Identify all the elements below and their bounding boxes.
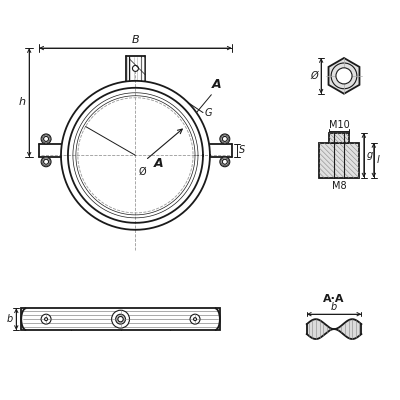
Circle shape [112, 310, 130, 328]
Text: A: A [212, 78, 221, 91]
Text: M8: M8 [332, 181, 346, 191]
Text: b: b [331, 302, 337, 312]
Bar [329, 133, 349, 143]
Circle shape [44, 159, 48, 164]
Polygon shape [328, 58, 360, 94]
Text: A·A: A·A [323, 294, 345, 304]
Text: M10: M10 [329, 120, 350, 130]
Text: B: B [132, 35, 139, 45]
Circle shape [41, 157, 51, 167]
Polygon shape [307, 319, 361, 339]
Text: S: S [239, 145, 245, 155]
Circle shape [190, 314, 200, 324]
Text: G: G [205, 108, 212, 118]
Bar [319, 143, 359, 178]
Circle shape [336, 68, 352, 84]
Circle shape [222, 136, 227, 142]
Circle shape [132, 66, 138, 71]
Text: Ø: Ø [138, 167, 146, 177]
Text: b: b [7, 314, 13, 324]
Text: Ø: Ø [310, 71, 318, 81]
Circle shape [331, 63, 357, 89]
Text: h: h [18, 98, 25, 108]
Text: g: g [367, 150, 373, 160]
Circle shape [116, 314, 126, 324]
Text: A: A [153, 157, 163, 170]
Circle shape [194, 318, 196, 321]
Circle shape [118, 316, 123, 322]
Circle shape [41, 134, 51, 144]
Text: l: l [377, 155, 380, 165]
Circle shape [41, 314, 51, 324]
Circle shape [44, 136, 48, 142]
Circle shape [44, 318, 48, 321]
Circle shape [222, 159, 227, 164]
Circle shape [220, 134, 230, 144]
Circle shape [220, 157, 230, 167]
Bar [21, 308, 220, 330]
